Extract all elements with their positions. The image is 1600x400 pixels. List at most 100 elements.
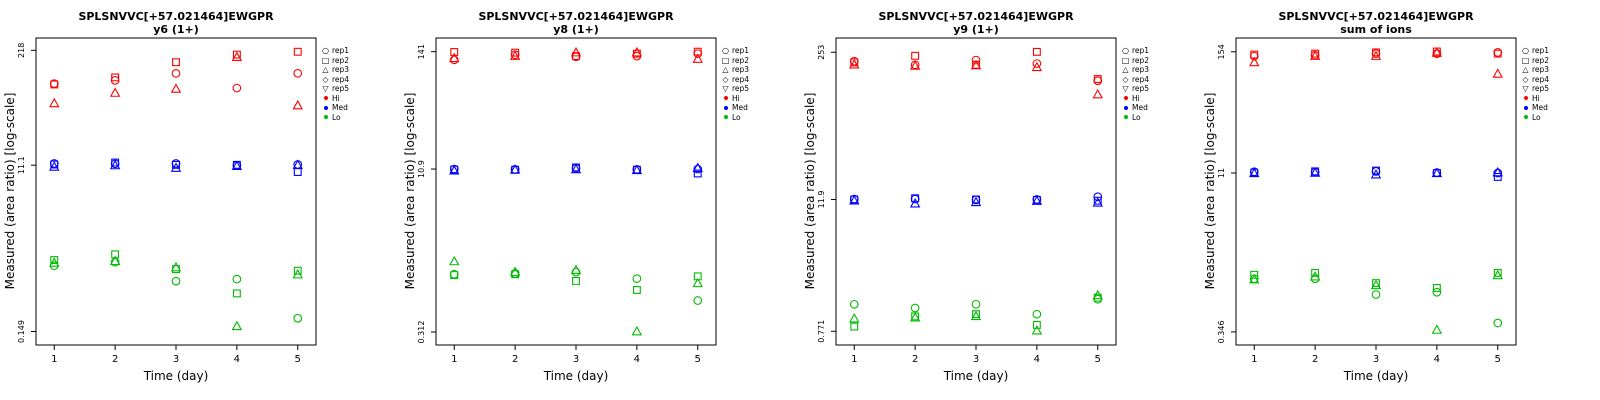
x-tick-label: 1	[1251, 354, 1257, 365]
x-axis-label: Time (day)	[543, 369, 609, 383]
data-point	[109, 87, 121, 97]
data-point	[849, 299, 859, 309]
data-point	[850, 322, 859, 331]
chart-panel-y6: SPLSNVVC[+57.021464]EWGPR y6 (1+) Measur…	[0, 0, 400, 400]
data-point	[1372, 166, 1380, 175]
data-point	[293, 313, 303, 323]
filled-dot-icon	[324, 105, 328, 110]
data-point	[172, 160, 180, 169]
filled-dot-icon	[724, 115, 728, 120]
triangle-up-icon: △	[1522, 65, 1529, 74]
diamond-icon: ◇	[1522, 74, 1529, 84]
x-tick-label: 3	[173, 354, 179, 365]
data-point	[170, 83, 182, 93]
data-point	[692, 53, 703, 63]
data-point	[971, 55, 981, 65]
data-point	[232, 274, 242, 284]
data-point	[1092, 88, 1103, 99]
data-point	[1309, 50, 1321, 60]
data-point	[693, 169, 702, 178]
data-point	[970, 59, 982, 70]
data-point	[50, 80, 59, 89]
data-point	[1249, 273, 1260, 284]
data-point	[293, 266, 302, 275]
x-tick-label: 1	[51, 354, 57, 365]
legend-item-Med: Med	[721, 103, 749, 113]
data-point	[911, 194, 920, 203]
legend-item-rep3: △ rep3	[321, 65, 349, 75]
triangle-up-icon: △	[722, 65, 729, 74]
legend-label: Hi	[332, 93, 340, 103]
data-point	[511, 48, 520, 57]
legend-label: rep1	[1132, 46, 1150, 55]
legend-item-rep2: □ rep2	[1121, 56, 1149, 66]
data-point	[292, 99, 303, 110]
legend-label: rep3	[732, 65, 750, 74]
data-point	[292, 268, 303, 279]
data-point	[1370, 50, 1382, 60]
data-point	[1431, 167, 1443, 178]
legend-item-rep4: ◇ rep4	[1121, 75, 1149, 85]
filled-dot-icon	[324, 96, 328, 101]
triangle-down-icon: ▽	[722, 84, 729, 93]
filled-dot-icon	[1524, 105, 1528, 110]
data-point	[171, 276, 181, 286]
data-point	[572, 276, 580, 285]
square-icon: □	[1521, 55, 1530, 65]
legend-label: Hi	[1532, 93, 1540, 103]
data-point	[172, 58, 180, 67]
y-tick-label: 0.771	[817, 320, 826, 343]
data-point	[693, 164, 703, 174]
legend-label: Med	[1532, 103, 1548, 112]
chart-title: SPLSNVVC[+57.021464]EWGPR	[878, 10, 1074, 23]
data-point	[972, 195, 980, 204]
legend-item-rep2: □ rep2	[721, 56, 749, 66]
data-point	[170, 162, 182, 172]
data-point	[692, 277, 703, 288]
legend-item-Lo: Lo	[321, 113, 349, 123]
data-point	[1493, 318, 1503, 328]
legend-label: rep2	[1532, 55, 1550, 65]
data-point	[49, 257, 60, 267]
data-point	[1309, 270, 1321, 281]
x-tick-label: 2	[1312, 354, 1318, 365]
data-point	[909, 197, 921, 208]
data-point	[50, 160, 59, 169]
square-icon: □	[721, 55, 730, 65]
y-tick-label: 253	[817, 45, 826, 60]
y-tick-label: 218	[17, 43, 26, 58]
data-point	[1311, 268, 1320, 277]
x-tick-label: 2	[112, 354, 118, 365]
data-point	[849, 59, 860, 69]
data-point	[1492, 68, 1503, 78]
data-point	[1371, 290, 1381, 299]
data-point	[1493, 49, 1502, 58]
y-tick-label: 141	[417, 44, 426, 59]
data-point	[1093, 76, 1103, 86]
data-point	[232, 289, 241, 298]
data-point	[449, 255, 460, 266]
data-point	[911, 51, 920, 60]
plot-area: 1 2 3 4 5 0.312 10.9 141	[417, 37, 717, 365]
data-point	[109, 159, 121, 170]
data-point	[1492, 166, 1503, 177]
data-point	[1309, 167, 1321, 177]
data-point	[509, 266, 521, 276]
x-tick-label: 5	[295, 354, 301, 365]
data-point	[49, 97, 60, 108]
y-tick-label: 11.9	[817, 191, 826, 209]
square-icon: □	[321, 55, 330, 65]
diamond-icon: ◇	[322, 74, 329, 84]
legend-item-rep5: ▽ rep5	[321, 84, 349, 94]
data-point	[232, 83, 242, 93]
y-tick-label: 154	[1217, 44, 1226, 59]
chart-panel-y9: SPLSNVVC[+57.021464]EWGPR y9 (1+) Measur…	[800, 0, 1200, 400]
data-point	[1432, 284, 1441, 292]
x-tick-label: 3	[973, 354, 979, 365]
x-axis-label: Time (day)	[943, 369, 1009, 383]
data-point	[231, 51, 243, 62]
data-point	[1372, 48, 1380, 57]
legend-label: Med	[332, 103, 348, 112]
data-point	[1311, 49, 1320, 58]
data-point	[849, 313, 860, 323]
